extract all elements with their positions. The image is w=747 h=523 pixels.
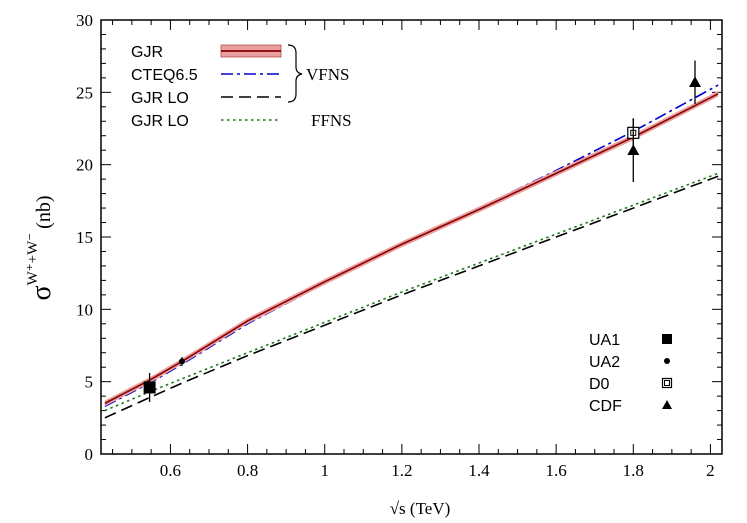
x-tick-label: 1.4 bbox=[468, 461, 490, 480]
x-tick-label: 1.2 bbox=[391, 461, 412, 480]
curves bbox=[104, 84, 719, 419]
legend-label: CTEQ6.5 bbox=[131, 67, 198, 84]
y-tick-label: 5 bbox=[85, 373, 94, 392]
marker-legend-label: UA1 bbox=[589, 332, 620, 349]
y-axis-unit: (nb) bbox=[33, 195, 55, 228]
curve-legend: GJR CTEQ6.5 GJR LO GJR LO VFNS FFNS bbox=[131, 44, 352, 130]
gjr-lo-ffns-curve bbox=[104, 172, 719, 412]
y-tick-label: 0 bbox=[85, 445, 94, 464]
y-tick-label: 20 bbox=[76, 156, 93, 175]
y-tick-label: 25 bbox=[76, 83, 93, 102]
y-tick-label: 30 bbox=[76, 11, 93, 30]
marker-legend-label: UA2 bbox=[589, 354, 620, 371]
ffns-label: FFNS bbox=[311, 111, 352, 130]
marker-legend-ua2 bbox=[664, 358, 670, 364]
cteq65-curve bbox=[104, 84, 719, 407]
data-point-cdf bbox=[627, 144, 640, 155]
legend-label: GJR LO bbox=[131, 90, 189, 107]
marker-legend-d0-outer bbox=[661, 377, 673, 389]
marker-legend-cdf bbox=[662, 400, 672, 409]
data-points bbox=[143, 60, 701, 402]
data-point-ua1 bbox=[143, 381, 156, 394]
data-point-cdf bbox=[689, 76, 701, 88]
y-axis-superscript: W⁺+W⁻ bbox=[25, 233, 41, 286]
gjr-lo-vfns-curve bbox=[104, 175, 719, 419]
y-axis-label: σW⁺+W⁻ (nb) bbox=[25, 195, 57, 300]
marker-legend-label: D0 bbox=[589, 376, 610, 393]
legend-label: GJR bbox=[131, 44, 163, 61]
gjr-curve bbox=[104, 93, 719, 405]
axis-ticks bbox=[101, 19, 722, 455]
marker-legend-d0 bbox=[661, 377, 673, 389]
x-tick-label: 0.8 bbox=[237, 461, 258, 480]
y-tick-labels: 0 5 10 15 20 25 30 bbox=[76, 11, 93, 464]
marker-legend-ua1 bbox=[662, 334, 672, 344]
y-tick-label: 15 bbox=[76, 228, 93, 247]
x-axis-label: √s (TeV) bbox=[390, 499, 451, 518]
y-axis-symbol: σ bbox=[26, 285, 57, 300]
marker-legend: UA1 UA2 D0 CDF bbox=[589, 332, 673, 415]
vfns-brace bbox=[287, 44, 303, 103]
gjr-uncertainty-band bbox=[104, 90, 719, 407]
x-tick-label: 2 bbox=[706, 461, 715, 480]
svg-text:σW⁺+W⁻(nb): σW⁺+W⁻ (nb) bbox=[25, 195, 57, 300]
x-tick-label: 1.6 bbox=[546, 461, 567, 480]
x-tick-label: 0.6 bbox=[160, 461, 181, 480]
vfns-label: VFNS bbox=[306, 65, 349, 84]
x-tick-label: 1.8 bbox=[623, 461, 644, 480]
marker-legend-d0-inner bbox=[664, 380, 670, 386]
x-tick-label: 1 bbox=[320, 461, 329, 480]
legend-label: GJR LO bbox=[131, 113, 189, 130]
y-tick-label: 10 bbox=[76, 300, 93, 319]
data-point-ua2 bbox=[179, 358, 185, 365]
x-tick-labels: 0.6 0.8 1 1.2 1.4 1.6 1.8 2 bbox=[160, 461, 715, 480]
marker-legend-label: CDF bbox=[589, 398, 622, 415]
